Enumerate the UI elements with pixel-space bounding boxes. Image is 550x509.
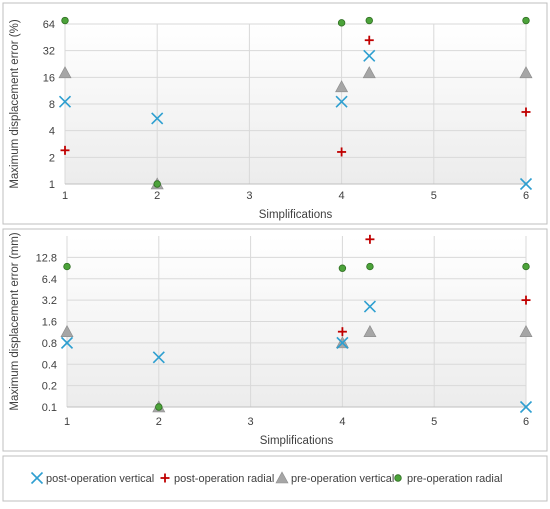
y-tick-label: 3.2 <box>42 295 57 307</box>
legend-label: pre-operation radial <box>407 473 502 485</box>
plus-icon <box>160 473 170 483</box>
legend-label: post-operation vertical <box>46 473 154 485</box>
data-point-pre-radial <box>153 180 161 188</box>
x-tick-label: 4 <box>339 190 345 202</box>
legend: post-operation vertical post-operation ra… <box>2 455 548 502</box>
data-point-pre-radial <box>365 16 373 25</box>
y-axis-title: Maximum displacement error (%) <box>9 19 21 189</box>
legend-item: pre-operation radial <box>394 473 502 485</box>
y-tick-label: 8 <box>49 99 55 111</box>
legend-box <box>2 455 548 502</box>
data-point-pre-vertical <box>519 325 533 337</box>
data-point-post-vertical <box>335 95 348 108</box>
data-point-pre-radial <box>522 262 530 271</box>
legend-label: pre-operation vertical <box>291 473 394 485</box>
y-tick-label: 12.8 <box>36 252 57 264</box>
y-tick-label: 0.8 <box>42 338 57 350</box>
legend-item: post-operation radial <box>160 473 274 485</box>
triangle-icon <box>275 471 289 484</box>
data-point-pre-radial <box>63 262 71 271</box>
data-point-post-vertical <box>519 400 533 414</box>
x-tick-label: 1 <box>64 416 70 428</box>
series-post-radial <box>337 234 531 337</box>
data-point-post-vertical <box>60 336 74 349</box>
x-tick-label: 1 <box>62 190 68 202</box>
y-axis-title: Maximum displacement error (mm) <box>9 232 21 410</box>
data-point-post-vertical <box>336 336 349 349</box>
x-tick-label: 2 <box>156 416 162 428</box>
chart-panel-2: 0.1 0.2 0.4 0.8 1.6 3.2 6.4 12.8 1 2 3 4 5 6 Simplific… <box>2 228 548 452</box>
x-axis-title: Simplifications <box>260 435 334 447</box>
x-tick-label: 3 <box>248 416 254 428</box>
data-point-pre-vertical <box>58 66 72 79</box>
chart-panel-1: 1 2 4 8 16 32 64 1 2 3 4 5 6 Simplifications Maximum d… <box>2 2 548 225</box>
series-pre-radial <box>61 16 530 188</box>
legend-item: pre-operation vertical <box>275 471 394 485</box>
y-tick-label: 1.6 <box>42 317 57 329</box>
x-tick-label: 4 <box>339 416 345 428</box>
data-point-post-vertical <box>151 112 164 125</box>
data-point-post-vertical <box>58 95 72 108</box>
legend-label: post-operation radial <box>174 473 274 485</box>
data-point-pre-radial <box>337 19 346 27</box>
circle-icon <box>394 474 402 482</box>
data-point-post-vertical <box>519 177 533 191</box>
data-point-pre-radial <box>522 16 530 25</box>
y-tick-label: 64 <box>43 19 55 31</box>
data-point-post-vertical <box>363 300 377 313</box>
data-point-pre-radial <box>155 403 163 411</box>
y-tick-label: 4 <box>49 126 55 138</box>
data-point-pre-vertical <box>362 66 376 79</box>
data-point-pre-vertical <box>363 325 377 337</box>
data-point-pre-radial <box>366 262 374 271</box>
y-tick-label: 1 <box>49 179 55 191</box>
series-post-vertical <box>58 49 533 191</box>
series-post-vertical <box>60 300 533 414</box>
data-point-post-radial <box>60 145 70 155</box>
x-tick-label: 2 <box>154 190 160 202</box>
data-point-pre-vertical <box>519 66 533 79</box>
data-point-post-radial <box>337 147 347 157</box>
data-point-pre-radial <box>338 264 347 272</box>
x-tick-label: 5 <box>431 190 437 202</box>
x-icon <box>30 471 44 485</box>
data-point-post-radial <box>521 107 531 117</box>
x-tick-label: 3 <box>246 190 252 202</box>
data-point-pre-radial <box>61 16 69 25</box>
data-point-post-radial <box>364 35 374 45</box>
legend-item: post-operation vertical <box>30 471 154 485</box>
series-pre-radial <box>63 262 530 411</box>
y-tick-label: 0.2 <box>42 381 57 393</box>
data-point-pre-vertical <box>335 80 349 93</box>
y-tick-label: 16 <box>43 72 55 84</box>
series-post-radial <box>60 35 531 157</box>
data-point-pre-vertical <box>60 325 74 337</box>
x-tick-label: 5 <box>431 416 437 428</box>
x-axis-title: Simplifications <box>259 209 333 221</box>
data-point-post-radial <box>337 327 347 337</box>
y-tick-label: 0.4 <box>42 359 57 371</box>
x-tick-label: 6 <box>523 190 529 202</box>
data-point-post-vertical <box>363 49 376 62</box>
data-point-post-radial <box>521 295 531 305</box>
y-tick-label: 2 <box>49 152 55 164</box>
y-tick-label: 32 <box>43 46 55 58</box>
data-point-post-radial <box>365 234 375 244</box>
data-point-post-vertical <box>152 351 165 364</box>
x-tick-label: 6 <box>523 416 529 428</box>
y-tick-label: 0.1 <box>42 402 57 414</box>
y-tick-label: 6.4 <box>42 274 57 286</box>
